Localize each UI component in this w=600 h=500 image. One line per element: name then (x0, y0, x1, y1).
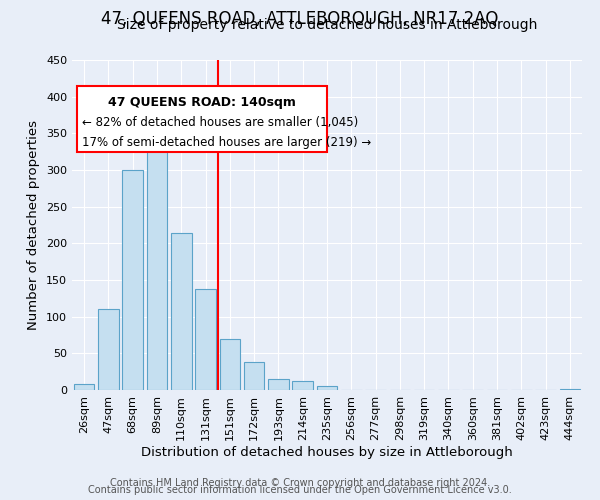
Bar (195, 289, 216, 390)
Text: Contains HM Land Registry data © Crown copyright and database right 2024.: Contains HM Land Registry data © Crown c… (110, 478, 490, 488)
Bar (292, 381, 313, 390)
Bar (268, 379, 289, 390)
Text: 47, QUEENS ROAD, ATTLEBOROUGH, NR17 2AQ: 47, QUEENS ROAD, ATTLEBOROUGH, NR17 2AQ (101, 10, 499, 28)
Bar (74, 384, 94, 390)
Text: 47 QUEENS ROAD: 140sqm: 47 QUEENS ROAD: 140sqm (108, 96, 296, 110)
Bar (244, 362, 265, 390)
Text: Contains public sector information licensed under the Open Government Licence v3: Contains public sector information licen… (88, 485, 512, 495)
Bar (220, 338, 240, 390)
Y-axis label: Number of detached properties: Number of detached properties (28, 120, 40, 330)
FancyBboxPatch shape (77, 86, 327, 152)
Bar (122, 170, 143, 390)
X-axis label: Distribution of detached houses by size in Attleborough: Distribution of detached houses by size … (141, 446, 513, 458)
Bar (98, 310, 119, 390)
Bar (171, 233, 191, 390)
Text: 17% of semi-detached houses are larger (219) →: 17% of semi-detached houses are larger (… (82, 136, 371, 149)
Bar (146, 128, 167, 390)
Title: Size of property relative to detached houses in Attleborough: Size of property relative to detached ho… (117, 18, 537, 32)
Bar (560, 388, 580, 390)
Bar (317, 386, 337, 390)
Text: ← 82% of detached houses are smaller (1,045): ← 82% of detached houses are smaller (1,… (82, 116, 358, 129)
